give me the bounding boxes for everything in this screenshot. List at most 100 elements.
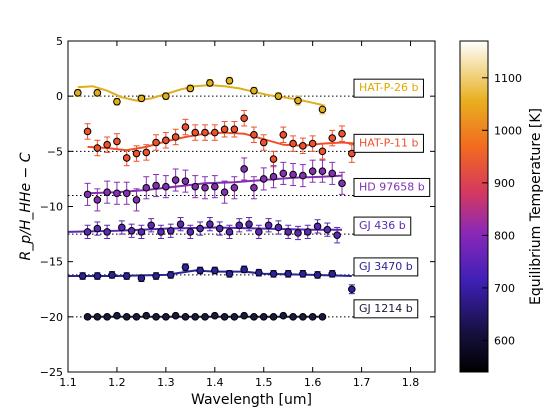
data-point: [211, 311, 219, 320]
x-tick-label: 1.3: [157, 376, 175, 389]
planet-label-4: GJ 3470 b: [353, 257, 419, 277]
model-line: [87, 174, 343, 195]
y-tick-label: 0: [56, 90, 63, 103]
data-point: [83, 313, 92, 321]
data-point: [284, 270, 293, 278]
data-point: [269, 155, 278, 163]
y-tick-label: −10: [40, 201, 63, 214]
data-point: [137, 274, 146, 283]
data-point: [196, 224, 204, 233]
data-point: [157, 228, 165, 236]
data-point: [338, 179, 346, 188]
data-point: [279, 311, 288, 320]
data-point: [259, 313, 268, 321]
y-axis-label: R_p/H_HHe − C: [18, 152, 34, 260]
y-tick-label: 5: [56, 35, 63, 48]
data-point: [235, 221, 244, 230]
planet-label-text: GJ 1214 b: [359, 302, 413, 315]
data-point: [103, 228, 111, 236]
data-point: [211, 266, 219, 275]
planet-label-5: GJ 1214 b: [353, 299, 419, 319]
data-point: [137, 228, 146, 236]
data-point: [230, 313, 239, 321]
x-axis-label: Wavelength [um]: [191, 392, 312, 408]
data-point: [259, 138, 268, 147]
data-point: [289, 313, 297, 321]
data-point: [181, 123, 190, 131]
x-tick-label: 1.6: [304, 376, 322, 389]
data-point: [269, 313, 278, 321]
data-point: [220, 125, 229, 134]
data-point: [348, 149, 356, 158]
data-point: [308, 313, 317, 321]
series-layer: [67, 76, 396, 321]
data-point: [113, 189, 121, 198]
data-point: [318, 313, 327, 321]
data-point: [152, 181, 160, 190]
data-point: [328, 270, 337, 278]
data-point: [113, 137, 121, 146]
data-point: [152, 272, 160, 280]
data-point: [240, 114, 248, 123]
data-point: [162, 313, 170, 321]
data-point: [118, 223, 126, 232]
data-point: [166, 226, 175, 235]
planet-label-text: GJ 3470 b: [359, 260, 413, 273]
data-point: [299, 171, 307, 180]
data-point: [171, 311, 180, 320]
data-point: [333, 231, 341, 239]
data-point: [313, 222, 322, 231]
data-point: [328, 134, 337, 142]
colorbar-tick-label: 900: [494, 177, 515, 190]
planet-label-3: GJ 436 b: [353, 216, 412, 236]
planet-label-box: [353, 177, 431, 197]
data-point: [122, 189, 131, 198]
data-point: [250, 183, 258, 192]
data-point: [230, 183, 239, 192]
data-point: [122, 154, 131, 162]
data-point: [255, 228, 263, 236]
data-point: [274, 223, 283, 232]
data-point: [215, 224, 224, 233]
data-point: [181, 177, 190, 185]
data-point: [162, 92, 170, 100]
data-point: [191, 313, 200, 321]
data-point: [176, 220, 185, 228]
data-point: [225, 270, 234, 278]
data-point: [93, 89, 102, 97]
data-point: [132, 196, 141, 204]
data-point: [245, 220, 253, 228]
data-point: [240, 311, 248, 320]
data-point: [299, 270, 307, 278]
data-point: [308, 139, 317, 148]
data-point: [137, 94, 146, 103]
data-point: [181, 313, 190, 321]
data-point: [142, 148, 151, 157]
data-point: [186, 228, 195, 236]
series-4: [68, 263, 396, 295]
colorbar-label: Equilibrium Temperature [K]: [528, 108, 544, 305]
data-point: [93, 313, 102, 321]
colorbar-gradient: [459, 40, 489, 373]
series-3: [67, 217, 396, 244]
data-point: [93, 224, 102, 233]
data-point: [196, 266, 204, 275]
data-point: [122, 313, 131, 321]
colorbar-tick-label: 1100: [494, 72, 522, 85]
data-point: [303, 228, 312, 236]
data-point: [152, 138, 160, 147]
data-point: [201, 128, 209, 137]
data-point: [191, 128, 200, 137]
data-point: [103, 313, 111, 321]
planet-label-box: [353, 257, 419, 277]
data-point: [299, 142, 307, 150]
colorbar: 600 700 800 900 1000 1100 Equilibrium Temperat…: [459, 40, 544, 373]
data-point: [279, 130, 288, 139]
data-point: [279, 169, 288, 178]
data-point: [132, 313, 141, 321]
data-point: [318, 167, 327, 175]
data-point: [108, 271, 116, 279]
data-point: [220, 188, 229, 196]
planet-label-text: HAT-P-26 b: [359, 81, 418, 94]
